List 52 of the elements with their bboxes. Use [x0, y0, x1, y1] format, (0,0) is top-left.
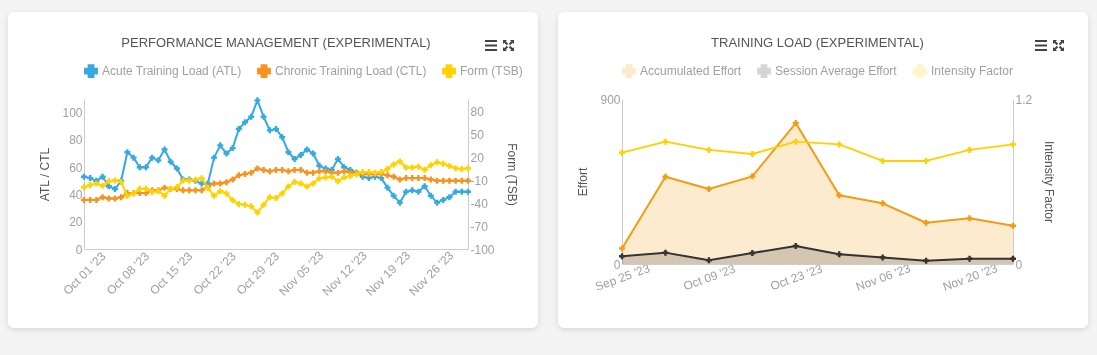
- y2-tick-label: 80: [470, 105, 485, 120]
- point: [792, 138, 799, 145]
- y-tick-label: 40: [69, 187, 83, 202]
- point: [879, 157, 886, 164]
- point: [1010, 141, 1016, 148]
- chart-title: TRAINING LOAD (EXPERIMENTAL): [711, 35, 924, 50]
- point: [749, 173, 756, 180]
- legend-label: Intensity Factor: [931, 64, 1014, 79]
- y-axis-title: Effort: [576, 167, 591, 197]
- point: [619, 149, 625, 156]
- point: [966, 215, 973, 222]
- y2-axis-title: Intensity Factor: [1042, 140, 1057, 224]
- point: [749, 151, 756, 157]
- legend-label: Chronic Training Load (CTL): [275, 64, 427, 79]
- y2-tick-label: -10: [470, 173, 489, 188]
- y2-tick-label: -40: [470, 196, 489, 211]
- y2-tick-label: 50: [470, 128, 485, 143]
- y-tick-label: 80: [69, 133, 83, 148]
- y2-tick-label: -100: [470, 242, 495, 257]
- point: [836, 141, 843, 148]
- y2-tick-label: 20: [470, 151, 485, 166]
- x-tick-label: Nov 06 '23: [853, 261, 913, 294]
- point: [749, 250, 756, 256]
- point: [879, 200, 886, 207]
- y2-tick-label: 1.2: [1015, 92, 1033, 107]
- y2-tick-label: -70: [470, 219, 489, 234]
- point: [966, 255, 973, 262]
- point: [879, 254, 886, 261]
- y-tick-label: 60: [69, 160, 83, 175]
- point: [619, 245, 625, 252]
- point: [662, 173, 669, 180]
- x-tick-label: Oct 23 '23: [768, 261, 825, 294]
- y-axis-title: ATL / CTL: [38, 147, 53, 202]
- legend-label: Session Average Effort: [775, 64, 898, 79]
- point: [1010, 222, 1016, 229]
- chart-title: PERFORMANCE MANAGEMENT (EXPERIMENTAL): [121, 35, 431, 50]
- y-tick-label: 100: [62, 106, 83, 121]
- x-tick-label: Nov 20 '23: [940, 261, 1000, 294]
- point: [662, 249, 669, 256]
- point: [1010, 255, 1016, 262]
- x-tick-label: Oct 09 '23: [681, 261, 738, 294]
- point: [966, 146, 973, 153]
- y-tick-label: 0: [75, 242, 83, 257]
- point: [705, 257, 712, 264]
- y2-axis-title: Form (TSB): [504, 143, 519, 206]
- y2-tick-label: 0: [1015, 257, 1023, 272]
- legend-label: Accumulated Effort: [640, 64, 742, 79]
- legend-label: Acute Training Load (ATL): [102, 64, 242, 79]
- y-tick-label: 20: [69, 215, 83, 230]
- point: [662, 138, 669, 145]
- legend-label: Form (TSB): [460, 64, 523, 79]
- y-tick-label: 900: [600, 92, 621, 107]
